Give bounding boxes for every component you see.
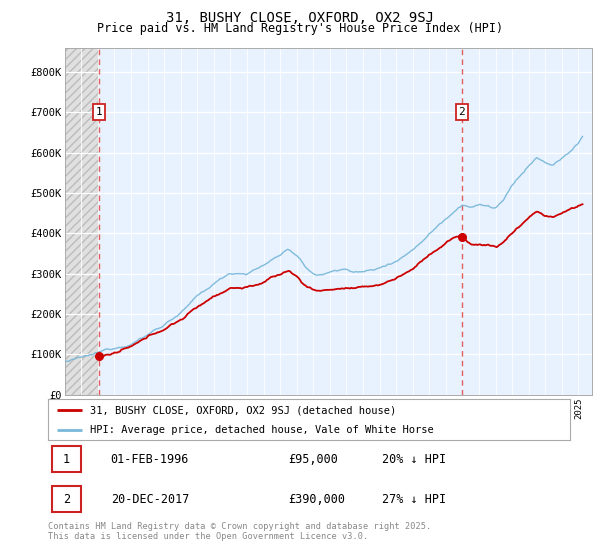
Text: Price paid vs. HM Land Registry's House Price Index (HPI): Price paid vs. HM Land Registry's House …	[97, 22, 503, 35]
Text: 20-DEC-2017: 20-DEC-2017	[110, 493, 189, 506]
Text: 2: 2	[458, 107, 465, 117]
Text: 31, BUSHY CLOSE, OXFORD, OX2 9SJ: 31, BUSHY CLOSE, OXFORD, OX2 9SJ	[166, 11, 434, 25]
Text: 2: 2	[63, 493, 70, 506]
Bar	[65, 48, 99, 395]
Text: 1: 1	[96, 107, 103, 117]
FancyBboxPatch shape	[52, 486, 81, 512]
Text: 20% ↓ HPI: 20% ↓ HPI	[382, 452, 446, 465]
Text: 01-FEB-1996: 01-FEB-1996	[110, 452, 189, 465]
FancyBboxPatch shape	[52, 446, 81, 472]
Text: 31, BUSHY CLOSE, OXFORD, OX2 9SJ (detached house): 31, BUSHY CLOSE, OXFORD, OX2 9SJ (detach…	[90, 405, 396, 415]
Text: 27% ↓ HPI: 27% ↓ HPI	[382, 493, 446, 506]
Text: 1: 1	[63, 452, 70, 465]
Text: £390,000: £390,000	[288, 493, 345, 506]
Text: HPI: Average price, detached house, Vale of White Horse: HPI: Average price, detached house, Vale…	[90, 424, 434, 435]
Text: £95,000: £95,000	[288, 452, 338, 465]
Text: Contains HM Land Registry data © Crown copyright and database right 2025.
This d: Contains HM Land Registry data © Crown c…	[48, 522, 431, 542]
